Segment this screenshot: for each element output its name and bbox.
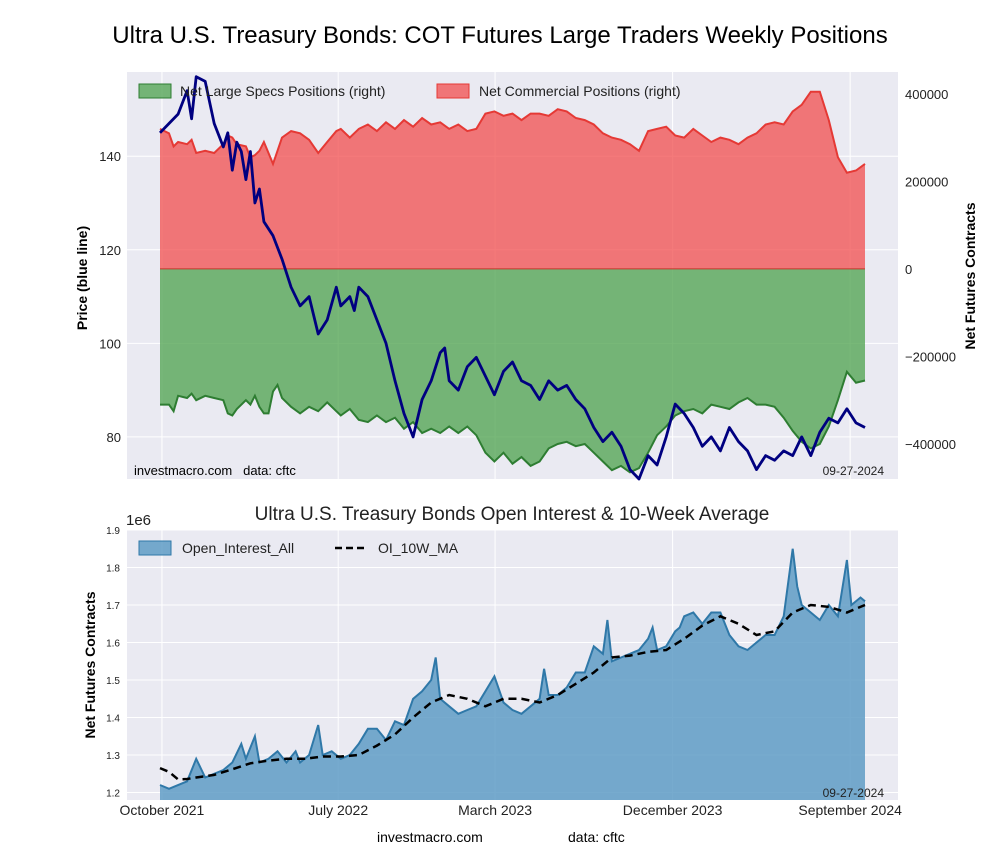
open-interest-tick-2: 1.4 xyxy=(106,714,120,725)
specs-line xyxy=(160,369,866,474)
open-interest-tick-5: 1.7 xyxy=(106,601,120,612)
contracts-tick-4: 400000 xyxy=(905,87,948,102)
price-tick-140: 140 xyxy=(99,149,121,164)
top-date-stamp: 09-27-2024 xyxy=(823,464,885,478)
open-interest-tick-7: 1.9 xyxy=(106,526,120,537)
open-interest-tick-4: 1.6 xyxy=(106,639,120,650)
open-interest-tick-1: 1.3 xyxy=(106,751,120,762)
date-tick-0: October 2021 xyxy=(120,802,205,818)
date-tick-4: September 2024 xyxy=(798,802,902,818)
contracts-tick-0: −400000 xyxy=(905,437,956,452)
open-interest-legend: Open_Interest_All OI_10W_MA xyxy=(138,540,459,556)
price-axis-ticks: 80 100 120 140 xyxy=(99,149,121,445)
open-interest-tick-6: 1.8 xyxy=(106,564,120,575)
positions-areas xyxy=(159,90,866,474)
moving-average-line xyxy=(159,603,866,781)
open-interest-y-ticks: 1.2 1.3 1.4 1.5 1.6 1.7 1.8 1.9 xyxy=(106,526,120,800)
price-axis-label: Price (blue line) xyxy=(74,226,90,330)
footer-source: data: cftc xyxy=(568,829,625,845)
date-tick-2: March 2023 xyxy=(458,802,532,818)
open-interest-area xyxy=(160,548,865,800)
open-interest-series xyxy=(159,548,866,800)
legend-label-commercial: Net Commercial Positions (right) xyxy=(479,83,681,99)
commercial-area xyxy=(160,91,865,269)
price-line-group xyxy=(158,75,866,481)
legend-swatch-commercial xyxy=(436,83,470,99)
date-tick-3: December 2023 xyxy=(623,802,723,818)
specs-area xyxy=(160,268,865,473)
date-tick-1: July 2022 xyxy=(308,802,368,818)
legend-label-moving-average: OI_10W_MA xyxy=(378,540,459,556)
open-interest-panel: Ultra U.S. Treasury Bonds Open Interest … xyxy=(82,504,902,818)
legend-label-specs: Net Large Specs Positions (right) xyxy=(180,83,385,99)
offset-label: 1e6 xyxy=(126,512,151,529)
contracts-tick-1: −200000 xyxy=(905,349,956,364)
top-watermark-left: investmacro.com data: cftc xyxy=(134,463,296,478)
legend-swatch-specs xyxy=(138,83,172,99)
legend-label-open-interest: Open_Interest_All xyxy=(182,540,294,556)
open-interest-tick-0: 1.2 xyxy=(106,789,120,800)
open-interest-title: Ultra U.S. Treasury Bonds Open Interest … xyxy=(255,504,770,525)
contracts-axis-ticks: −400000 −200000 0 200000 400000 xyxy=(905,87,956,452)
price-tick-80: 80 xyxy=(107,430,121,445)
contracts-axis-label: Net Futures Contracts xyxy=(962,202,978,349)
date-axis-ticks: October 2021 July 2022 March 2023 December … xyxy=(120,802,903,818)
legend-swatch-open-interest xyxy=(138,540,172,556)
bottom-date-stamp: 09-27-2024 xyxy=(823,786,885,800)
open-interest-axis-label: Net Futures Contracts xyxy=(82,591,98,738)
price-tick-120: 120 xyxy=(99,243,121,258)
page-title: Ultra U.S. Treasury Bonds: COT Futures L… xyxy=(112,22,888,49)
footer-site: investmacro.com xyxy=(377,829,483,845)
contracts-tick-3: 200000 xyxy=(905,174,948,189)
price-tick-100: 100 xyxy=(99,336,121,351)
contracts-tick-2: 0 xyxy=(905,262,912,277)
positions-legend: Net Large Specs Positions (right) Net Co… xyxy=(138,83,681,99)
open-interest-tick-3: 1.5 xyxy=(106,676,120,687)
price-line xyxy=(158,75,866,481)
